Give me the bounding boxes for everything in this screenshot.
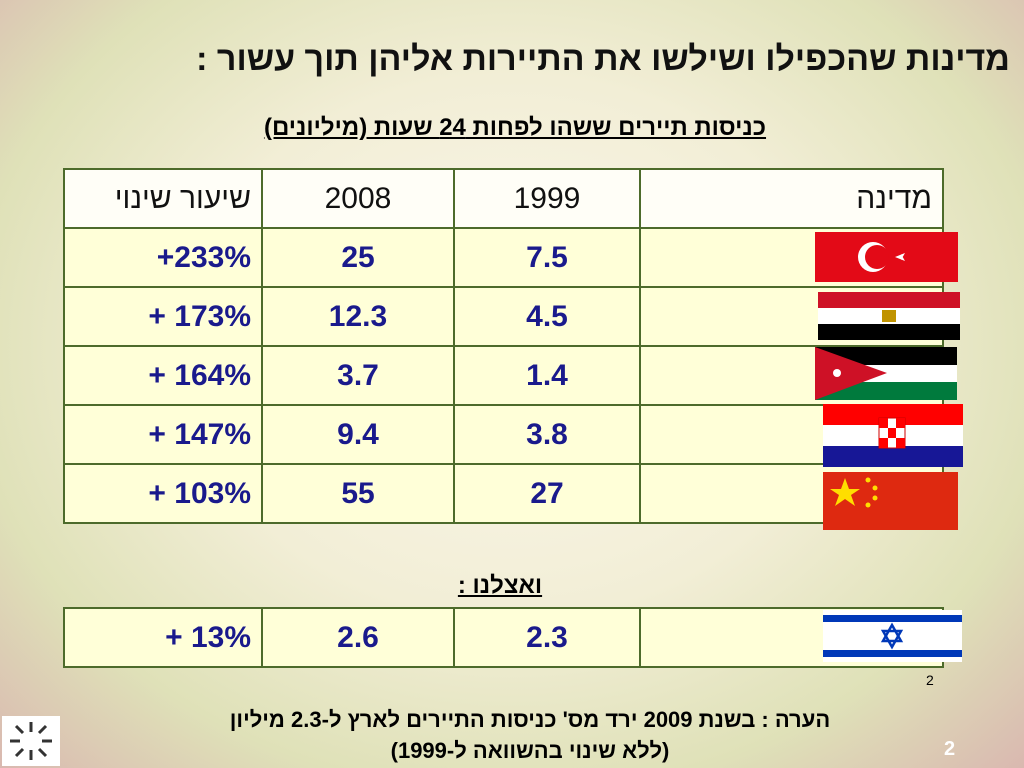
value-cell: 2.3 [453, 607, 641, 668]
value-cell: +233% [63, 227, 263, 288]
table-row: מדינה 1999 2008 שיעור שינוי [63, 168, 944, 229]
flag-jordan [815, 347, 957, 400]
value-cell: 25 [261, 227, 455, 288]
value-cell: 9.4 [261, 404, 455, 465]
value-cell: 2.6 [261, 607, 455, 668]
value-cell: שיעור שינוי [63, 168, 263, 229]
value-cell: 12.3 [261, 286, 455, 347]
section-label: ואצלנו : [457, 572, 543, 599]
flag-china [823, 472, 958, 530]
value-cell: + 13% [63, 607, 263, 668]
note-line: הערה : בשנת 2009 ירד מס' כניסות התיירים … [229, 707, 831, 732]
subtitle: כניסות תיירים ששהו לפחות 24 שעות (מיליונ… [263, 114, 767, 141]
value-cell: 3.7 [261, 345, 455, 406]
flag-israel [823, 610, 962, 662]
value-cell: + 147% [63, 404, 263, 465]
flag-croatia [823, 404, 963, 467]
value-cell: 55 [261, 463, 455, 524]
table-row: קרואטיה3.89.4+ 147% [63, 404, 944, 465]
value-cell: + 103% [63, 463, 263, 524]
table-row: ישראל2.32.6+ 13% [63, 607, 944, 668]
table-row: מצרים4.512.3+ 173% [63, 286, 944, 347]
table-row: תורכיה7.525+233% [63, 227, 944, 288]
israel-table: ישראל2.32.6+ 13% [63, 607, 944, 668]
table-row: ירדן1.43.7+ 164% [63, 345, 944, 406]
value-cell: + 164% [63, 345, 263, 406]
value-cell: 7.5 [453, 227, 641, 288]
country-cell: מדינה [639, 168, 944, 229]
logo [2, 716, 60, 766]
note-line: (ללא שינוי בהשוואה ל-1999) [390, 738, 670, 763]
value-cell: 4.5 [453, 286, 641, 347]
slide-number: 2 [944, 738, 956, 760]
value-cell: 2008 [261, 168, 455, 229]
value-cell: 1999 [453, 168, 641, 229]
value-cell: + 173% [63, 286, 263, 347]
table-row: סין2755+ 103% [63, 463, 944, 524]
value-cell: 27 [453, 463, 641, 524]
value-cell: 1.4 [453, 345, 641, 406]
footnote-marker: 2 [926, 672, 934, 688]
flag-turkey [815, 232, 958, 282]
slide-title: מדינות שהכפילו ושילשו את התיירות אליהן ת… [196, 40, 1010, 78]
value-cell: 3.8 [453, 404, 641, 465]
flag-egypt [818, 292, 960, 340]
note: הערה : בשנת 2009 ירד מס' כניסות התיירים … [100, 704, 960, 766]
